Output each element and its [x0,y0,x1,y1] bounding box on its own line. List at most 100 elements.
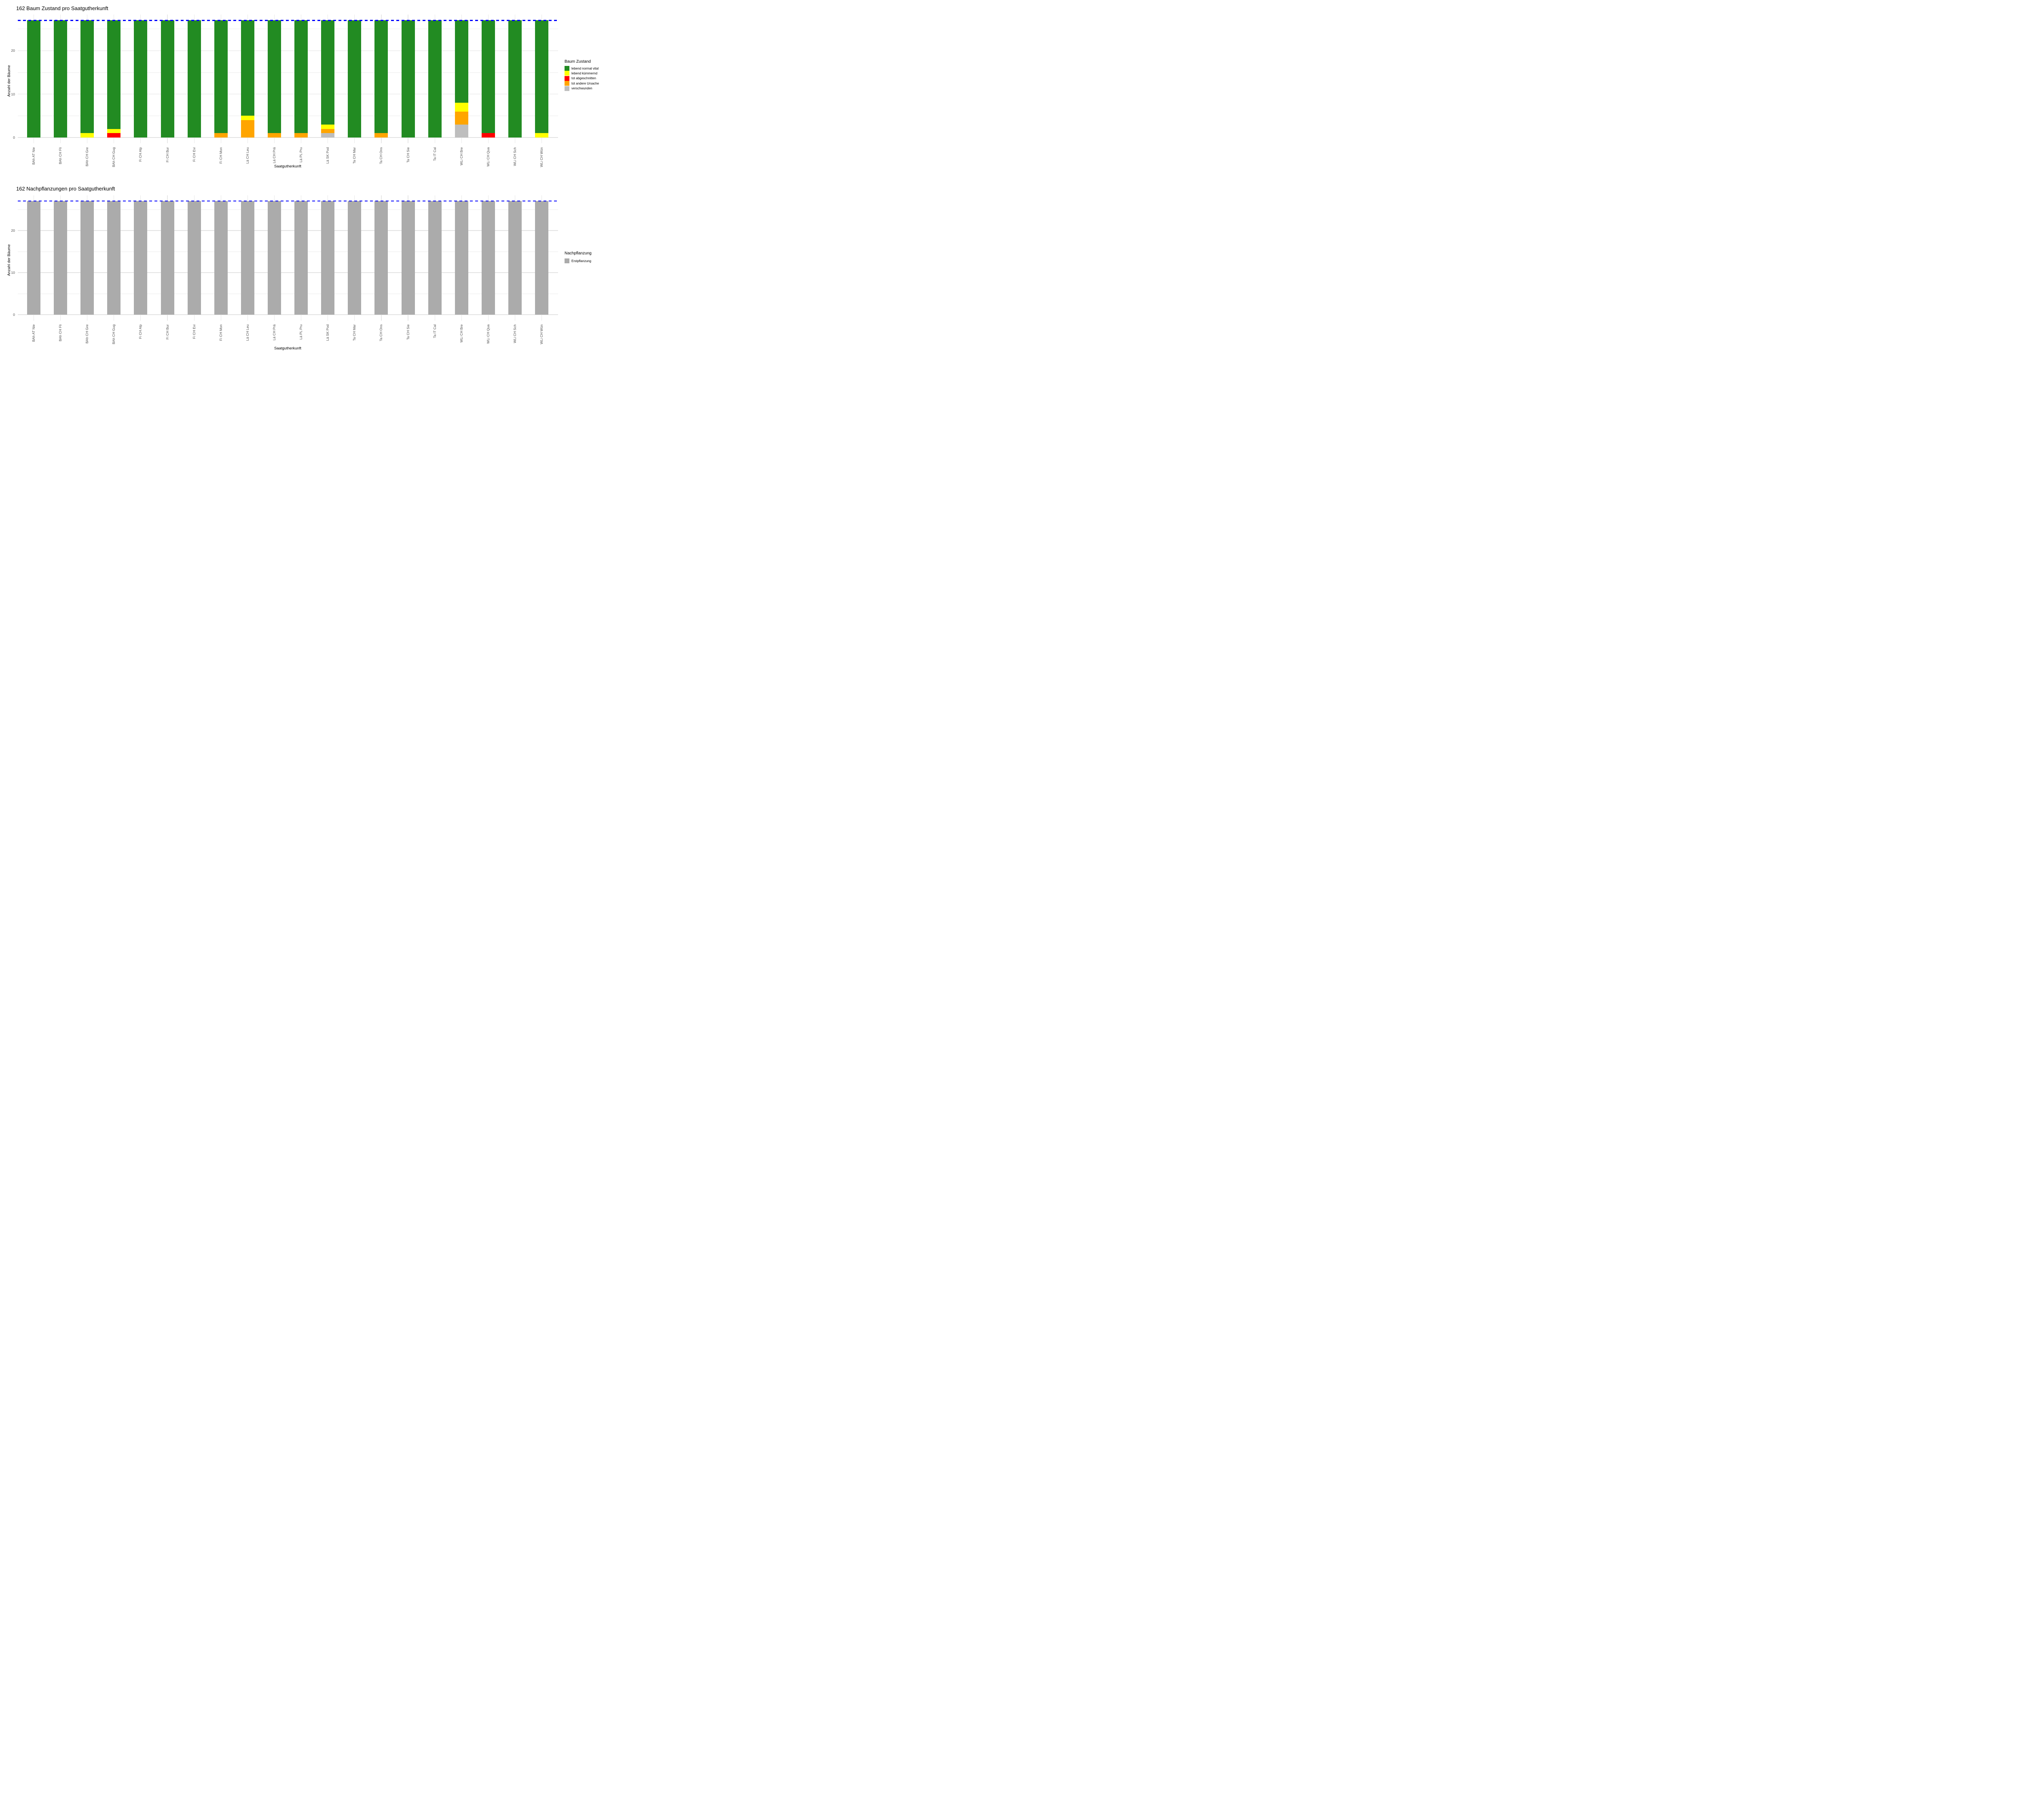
x-tick-label: WLi CH Bre [459,145,478,165]
x-tick-label-text: Fi CH Mon [218,324,223,341]
legend-item: lebend normal vital [565,66,599,71]
bar-segment-erstpflanzung [348,201,362,315]
x-tick-label: Lä CH Prä [272,145,289,163]
gridline-major [17,272,558,273]
x-tick-label: Fi CH Mon [219,322,236,341]
bar-segment-tot-andere-ursache [455,111,468,125]
legend-key-swatch [565,86,569,91]
gridline-vertical [488,15,489,143]
x-tick-label: Fi CH Evi [192,322,207,339]
bar-segment-verschwunden [321,133,335,138]
gridline-vertical [354,195,355,321]
x-tick-label: Lä CH Leu [245,145,262,164]
bar-segment-erstpflanzung [214,201,228,315]
x-tick-label-text: BAh CH Fli [58,324,63,342]
x-tick-label-text: WLi CH Sch [513,147,517,166]
bar-segment-lebend-normal-vital [107,20,121,129]
x-tick-label-text: Ta CH Ons [379,147,383,164]
x-tick-label-text: WLi CH Wün [539,147,544,167]
x-tick-label-text: Fi CH Mon [218,147,223,164]
bar-segment-tot-andere-ursache [241,120,254,138]
bar-segment-lebend-kümmernd [107,129,121,133]
gridline-vertical [194,15,195,143]
x-tick-label-text: BAh CH Gug [112,147,116,167]
gridline-vertical [60,195,61,321]
legend-label: verschwunden [571,87,592,91]
x-tick-label-text: Lä CH Leu [245,147,250,164]
x-tick-label-text: Ta CH Mar [352,147,357,164]
legend-key-swatch [565,66,569,71]
gridline-minor [17,72,558,73]
x-tick-label: Ta CH Sie [406,322,422,340]
legend-item: verschwunden [565,86,592,91]
reference-line [17,20,558,21]
gridline-vertical [194,195,195,321]
gridline-vertical [60,15,61,143]
chart-nachpflanzungen: 162 Nachpflanzungen pro Saatgutherkunft … [0,0,607,364]
chart-title: 162 Baum Zustand pro Saatgutherkunft [16,5,108,11]
x-tick-label: Lä CH Leu [245,322,262,341]
gridline-vertical [354,15,355,143]
bar-segment-tot-andere-ursache [294,133,308,138]
bar-segment-lebend-normal-vital [321,20,335,125]
x-tick-label: Lä SK Pod [326,145,343,164]
x-tick-label-text: WLi CH Sch [513,324,517,343]
bar-segment-erstpflanzung [134,201,148,315]
x-tick-label: Lä PL Pru [299,145,315,163]
x-tick-label: BAh CH Gre [85,145,104,166]
x-tick-label: Fi CH Alp [138,322,153,339]
legend-item: tot andere Ursache [565,81,599,86]
x-tick-label: Fi CH Bur [165,322,181,339]
gridline-vertical [541,195,542,321]
gridline-vertical [274,195,275,321]
y-tick-label: 20 [11,49,15,53]
x-tick-label-text: Ta CH Mar [352,324,357,341]
y-axis-title: Anzahl der Bäume [7,65,38,97]
x-tick-label: WLi CH Sch [513,322,532,343]
x-tick-label: Fi CH Evi [192,145,207,162]
x-tick-label-text: BAh CH Gre [85,324,89,344]
x-tick-label-text: Ta CH Sie [406,147,410,163]
x-tick-label: Ta CH Sie [406,145,422,163]
x-tick-label: WLi CH Wün [539,322,560,344]
legend-key-swatch [565,258,569,263]
bar-segment-lebend-normal-vital [161,20,174,138]
x-tick-label-text: BAh AT Nie [31,324,36,342]
x-tick-label: Ta CH Ons [379,322,396,341]
chart-baum-zustand: 162 Baum Zustand pro Saatgutherkunft Anz… [0,0,607,364]
figure: 162 Baum Zustand pro Saatgutherkunft Anz… [0,0,607,364]
x-tick-label: Ta CH Ons [379,145,396,164]
x-tick-label: WLi CH Qua [486,322,506,344]
x-axis-title: Saatgutherkunft [274,164,302,169]
gridline-vertical [541,15,542,143]
y-axis-title-text: Anzahl der Bäume [7,65,11,97]
gridline-vertical [140,15,141,143]
bar-segment-erstpflanzung [241,201,254,315]
bar-segment-tot-abgeschnitten [481,133,495,138]
bar-segment-erstpflanzung [294,201,308,315]
chart-title: 162 Nachpflanzungen pro Saatgutherkunft [16,186,115,192]
bar-segment-lebend-normal-vital [187,20,201,138]
x-tick-label-text: Lä PL Pru [299,147,303,163]
bar-segment-erstpflanzung [481,201,495,315]
bar-segment-lebend-normal-vital [27,20,40,138]
gridline-major [17,137,558,138]
y-tick-label: 0 [13,135,15,140]
x-tick-label: Fi CH Bur [165,145,181,162]
gridline-vertical [247,195,248,321]
x-tick-label: WLi CH Wün [539,145,560,167]
bar-segment-lebend-normal-vital [455,20,468,103]
x-tick-label-text: Ta IT Cal [432,324,437,338]
bar-segment-erstpflanzung [107,201,121,315]
x-tick-label: Fi CH Mon [219,145,236,164]
bar-segment-erstpflanzung [161,201,174,315]
legend-label: Erstpflanzung [571,259,591,263]
gridline-vertical [488,195,489,321]
x-tick-label-text: WLi CH Qua [486,324,490,344]
x-tick-label-text: Ta CH Sie [406,324,410,340]
legend-key-swatch [565,81,569,86]
y-axis-title: Anzahl der Bäume [7,244,38,276]
bar-segment-lebend-kümmernd [80,133,94,138]
x-tick-label: Lä PL Pru [299,322,315,340]
bar-segment-tot-andere-ursache [321,129,335,133]
